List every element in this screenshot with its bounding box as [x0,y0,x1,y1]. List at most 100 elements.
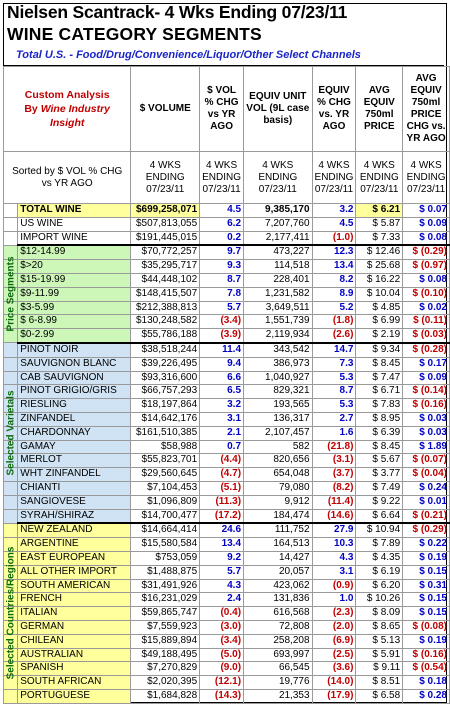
vol-change: 9.7 [199,244,245,261]
row-label: PORTUGUESE [17,688,132,704]
price-change: $ 0.22 [402,537,450,552]
period-label: 4 WKS ENDING 07/23/11 [311,151,357,204]
table-row: ALL OTHER IMPORT $1,488,875 5.7 20,057 3.1 $ … [2,564,450,580]
group-side-cell [2,357,19,372]
table-row: $9-11.99 $148,415,507 7.8 1,231,582 8.9 $ 10.… [2,286,450,302]
table-row: WHT ZINFANDEL $29,560,645 (4.7) 654,048 (3.7… [2,467,450,482]
dollar-volume: $191,445,015 [130,230,201,246]
price-change: $ 0.31 [402,578,450,594]
vol-change: (4.7) [199,467,245,482]
unit-change: (3.1) [311,453,357,469]
table-row: CHARDONNAY $161,510,385 2.1 2,107,457 1.6 $ 6… [2,425,450,441]
table-row: SOUTH AMERICAN $31,491,926 4.3 423,062 (0.9)… [2,578,450,594]
avg-price: $ 3.77 [355,467,404,482]
avg-price: $ 5.87 [355,216,404,232]
dollar-volume: $212,388,813 [130,300,201,316]
period-label: 4 WKS ENDING 07/23/11 [402,151,450,204]
price-change: $ (0.54) [402,661,450,677]
dollar-volume: $14,700,477 [130,508,201,524]
row-label: PINOT NOIR [17,341,132,358]
unit-change: 3.1 [311,564,357,580]
unit-change: 5.3 [311,370,357,386]
price-change: $ (0.03) [402,328,450,344]
unit-volume: 829,321 [243,384,313,400]
dollar-volume: $31,491,926 [130,578,201,594]
dollar-volume: $15,889,894 [130,633,201,649]
price-change: $ (0.29) [402,244,450,261]
vol-change: 9.2 [199,550,245,566]
avg-price: $ 5.67 [355,453,404,469]
table-row: ZINFANDEL $14,642,176 3.1 136,317 2.7 $ 8.95 $… [2,411,450,427]
price-change: $ 0.24 [402,480,450,496]
unit-volume: 258,208 [243,633,313,649]
unit-change: 27.9 [311,522,357,539]
price-change: $ 0.01 [402,494,450,510]
table-row: GERMAN $7,559,923 (3.0) 72,808 (2.0) $ 8.65 $ … [2,619,450,635]
group-side-cell [2,230,19,246]
unit-volume: 582 [243,439,313,455]
unit-volume: 2,107,457 [243,425,313,441]
unit-volume: 2,177,411 [243,230,313,246]
row-label: GERMAN [17,619,132,635]
unit-volume: 473,227 [243,244,313,261]
dollar-volume: $39,226,495 [130,356,201,372]
side-label-varietals: Selected Varietals [5,390,17,476]
dollar-volume: $29,560,645 [130,467,201,482]
table-row: ITALIAN $59,865,747 (0.4) 616,568 (2.3) $ 8.0… [2,606,450,621]
avg-price: $ 9.34 [355,341,404,358]
row-label: SOUTH AFRICAN [17,675,132,690]
vol-change: (5.0) [199,647,245,663]
dollar-volume: $753,059 [130,550,201,566]
table-row: SYRAH/SHIRAZ $14,700,477 (17.2) 184,474 (14.… [2,508,450,524]
group-side-cell [2,371,19,386]
group-side-cell [2,634,19,649]
row-label: CHARDONNAY [17,425,132,441]
price-change: $ (0.16) [402,647,450,663]
custom-analysis-by: By [24,103,38,115]
vol-change: 6.2 [199,216,245,232]
avg-price: $ 10.94 [355,522,404,539]
group-side-cell [2,453,19,469]
unit-volume: 1,551,739 [243,314,313,330]
vol-change: (14.3) [199,688,245,704]
dollar-volume: $130,248,582 [130,314,201,330]
table-row: CHIANTI $7,104,453 (5.1) 79,080 (8.2) $ 7.49 $… [2,480,450,496]
avg-price: $ 6.21 [355,203,404,218]
vol-change: 3.2 [199,398,245,413]
avg-price: $ 25.68 [355,259,404,274]
avg-price: $ 8.95 [355,411,404,427]
price-change: $ (0.08) [402,619,450,635]
row-label: CHIANTI [17,480,132,496]
unit-change: (2.3) [311,606,357,621]
vol-change: (3.4) [199,314,245,330]
avg-price: $ 6.99 [355,314,404,330]
row-label: $15-19.99 [17,272,132,288]
unit-volume: 193,565 [243,398,313,413]
col-header-unit-chg: EQUIV % CHG vs. YR AGO [311,66,357,152]
vol-change: 3.1 [199,411,245,427]
avg-price: $ 7.33 [355,230,404,246]
dollar-volume: $1,096,809 [130,494,201,510]
price-change: $ (0.14) [402,384,450,400]
row-label: CAB SAUVIGNON [17,370,132,386]
unit-volume: 654,048 [243,467,313,482]
group-side-cell [2,509,19,524]
table-row: EAST EUROPEAN $753,059 9.2 14,427 4.3 $ 4.35 $… [2,550,450,566]
group-side-cell [2,342,19,358]
avg-price: $ 4.85 [355,300,404,316]
report-subtitle-heading: WINE CATEGORY SEGMENTS [7,24,262,44]
price-change: $ 1.89 [402,439,450,455]
group-side-cell [2,565,19,580]
group-side-cell [2,244,19,261]
group-side-cell [2,551,19,566]
avg-price: $ 6.64 [355,508,404,524]
vol-change: 4.3 [199,578,245,594]
unit-volume: 21,353 [243,688,313,704]
table-row: PINOT NOIR $38,518,244 11.4 343,542 14.7 $ 9.… [2,341,450,358]
table-row: SPANISH $7,270,829 (9.0) 66,545 (3.6) $ 9.11 $… [2,661,450,677]
unit-change: 3.2 [311,203,357,218]
avg-price: $ 6.71 [355,384,404,400]
col-header-price-chg: AVG EQUIV 750ml PRICE CHG vs. YR AGO [402,66,450,152]
group-side-cell [2,467,19,482]
dollar-volume: $58,988 [130,439,201,455]
